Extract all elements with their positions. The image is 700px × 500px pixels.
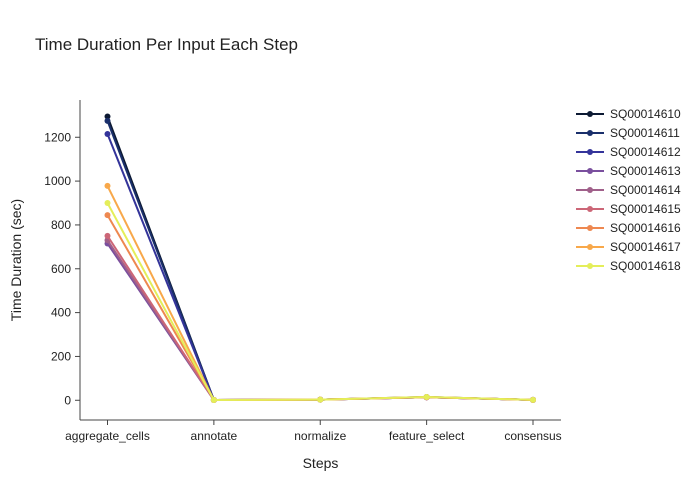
legend-item: SQ00014615 — [576, 202, 681, 216]
series-SQ00014612 — [104, 130, 536, 404]
x-tick-label: aggregate_cells — [65, 429, 150, 443]
y-tick-label: 1000 — [44, 174, 71, 188]
data-point — [104, 117, 111, 124]
y-tick-label: 400 — [51, 306, 71, 320]
plot-area — [79, 100, 561, 421]
x-tick-label: annotate — [191, 429, 238, 443]
legend-label: SQ00014615 — [610, 202, 681, 216]
series-SQ00014611 — [104, 117, 536, 404]
series-line — [106, 202, 534, 402]
data-point — [210, 397, 217, 404]
y-tick-label: 200 — [51, 349, 71, 363]
legend-label: SQ00014611 — [610, 126, 680, 140]
data-point — [104, 212, 111, 219]
series-SQ00014617 — [104, 182, 536, 404]
legend-swatch-marker — [587, 244, 593, 250]
legend-item: SQ00014612 — [576, 145, 681, 159]
series-SQ00014610 — [104, 113, 536, 404]
legend-swatch-marker — [587, 206, 593, 212]
legend-item: SQ00014614 — [576, 183, 681, 197]
legend-item: SQ00014613 — [576, 164, 681, 178]
x-tick-label: feature_select — [389, 429, 465, 443]
legend-label: SQ00014613 — [610, 164, 681, 178]
data-point — [104, 130, 111, 137]
y-tick-label: 800 — [51, 218, 71, 232]
legend: SQ00014610 SQ00014611 SQ00014612 SQ00014613… — [576, 107, 681, 273]
y-axis-label: Time Duration (sec) — [8, 199, 24, 321]
y-axis-ticks: 0 200 400 600 800 1000 1200 — [44, 130, 80, 407]
legend-item: SQ00014618 — [576, 259, 681, 273]
series-line — [106, 214, 534, 402]
legend-swatch-marker — [587, 149, 593, 155]
series-line — [106, 133, 534, 402]
data-point — [104, 232, 111, 239]
legend-label: SQ00014616 — [610, 221, 681, 235]
data-point — [104, 200, 111, 207]
y-tick-label: 0 — [64, 393, 71, 407]
legend-swatch-marker — [587, 168, 593, 174]
legend-item: SQ00014611 — [576, 126, 680, 140]
chart-title: Time Duration Per Input Each Step — [35, 35, 298, 54]
legend-swatch-marker — [587, 130, 593, 136]
x-tick-label: consensus — [504, 429, 561, 443]
y-tick-label: 1200 — [44, 130, 71, 144]
data-point — [104, 113, 111, 120]
series-line — [106, 120, 534, 402]
legend-label: SQ00014610 — [610, 107, 681, 121]
legend-label: SQ00014618 — [610, 259, 681, 273]
series-SQ00014618 — [104, 200, 536, 404]
series-line — [106, 116, 534, 402]
data-point — [317, 396, 324, 403]
legend-swatch-marker — [587, 111, 593, 117]
legend-label: SQ00014612 — [610, 145, 681, 159]
data-point — [104, 182, 111, 189]
x-axis-ticks: aggregate_cells annotate normalize feature_… — [65, 420, 562, 443]
legend-swatch-marker — [587, 187, 593, 193]
x-tick-label: normalize — [294, 429, 346, 443]
series-line — [106, 235, 534, 402]
data-point — [530, 396, 536, 403]
series-SQ00014616 — [104, 212, 536, 404]
x-axis-label: Steps — [303, 455, 339, 471]
legend-label: SQ00014614 — [610, 183, 681, 197]
legend-label: SQ00014617 — [610, 240, 681, 254]
legend-swatch-marker — [587, 225, 593, 231]
legend-swatch-marker — [587, 263, 593, 269]
legend-item: SQ00014616 — [576, 221, 681, 235]
y-tick-label: 600 — [51, 262, 71, 276]
legend-item: SQ00014617 — [576, 240, 681, 254]
data-point — [423, 393, 430, 400]
legend-item: SQ00014610 — [576, 107, 681, 121]
series-SQ00014614 — [104, 237, 536, 404]
